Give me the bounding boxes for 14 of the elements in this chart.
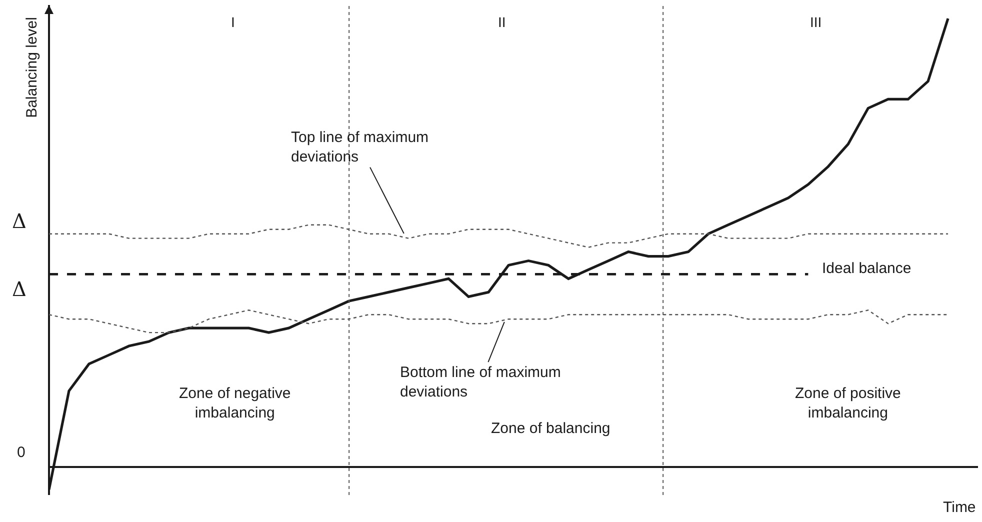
annotation: Zone of positive imbalancing: [795, 385, 901, 422]
x-axis-title: Time: [943, 499, 976, 516]
annotation: Zone of negative imbalancing: [179, 385, 291, 422]
y-axis-title: Balancing level: [23, 17, 40, 118]
annotation: I: [231, 14, 235, 30]
text: Δ: [12, 277, 26, 301]
annotation: II: [498, 14, 506, 30]
annotation: Top line of maximum deviations: [291, 129, 429, 166]
annotation: Bottom line of maximum deviations: [400, 364, 561, 400]
text: 0: [17, 444, 26, 461]
annotation: Ideal balance: [822, 260, 912, 277]
annotation: III: [810, 14, 822, 30]
text: Δ: [12, 209, 26, 233]
annotation: Zone of balancing: [491, 420, 610, 437]
